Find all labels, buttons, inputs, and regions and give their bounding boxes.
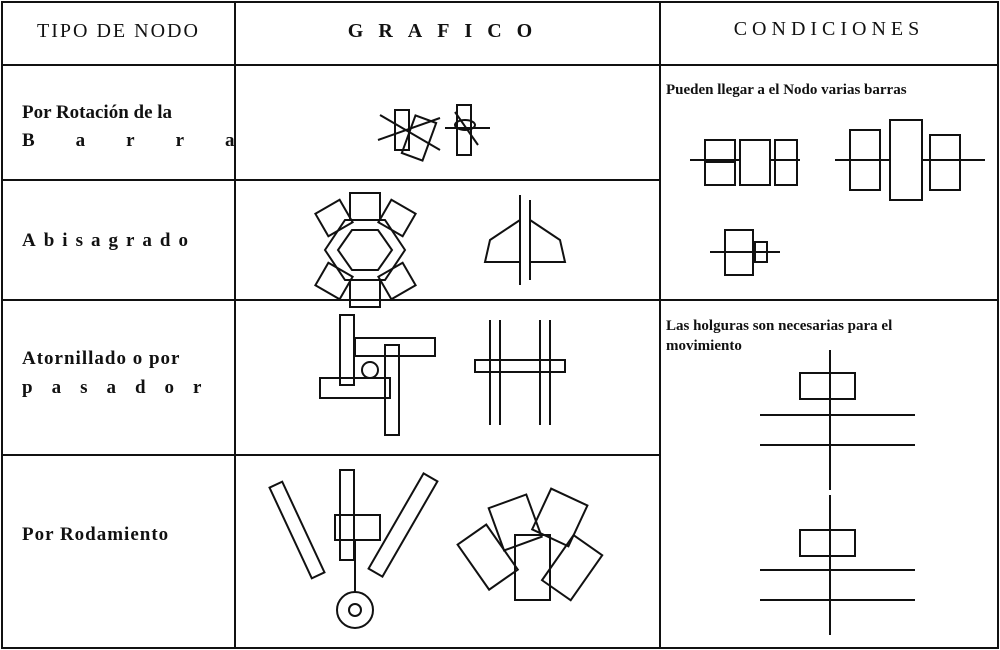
row-label: Atornillado o por <box>22 348 181 369</box>
condition-text: Las holguras son necesarias para el movi… <box>666 318 893 354</box>
row-label: Barra <box>22 130 276 151</box>
row-label: Por Rotación de la <box>22 102 173 123</box>
condition-text: Pueden llegar a el Nodo varias barras <box>666 82 907 98</box>
header-grafico: GRAFICO <box>347 20 548 42</box>
header-condiciones: CONDICIONES <box>733 18 925 40</box>
row-label: Por Rodamiento <box>22 524 170 545</box>
header-tipo: TIPO DE NODO <box>37 20 200 42</box>
row-label: pasador <box>22 377 221 398</box>
sketches <box>268 104 985 635</box>
row-label: Abisagrado <box>22 230 196 251</box>
